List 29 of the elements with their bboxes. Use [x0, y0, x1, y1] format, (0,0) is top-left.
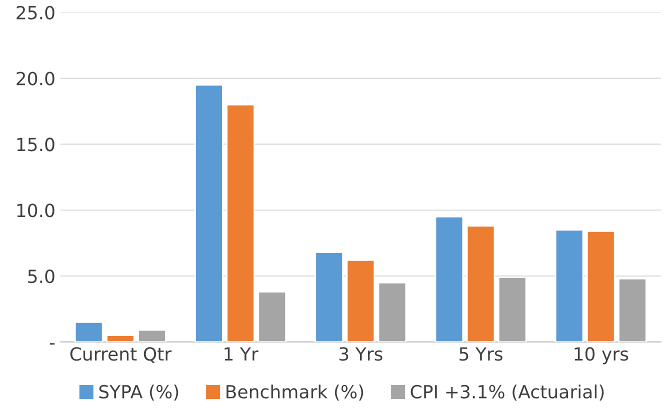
bar	[434, 216, 464, 342]
bar	[138, 329, 166, 342]
bar	[586, 230, 616, 342]
bar	[498, 276, 527, 342]
bar	[226, 104, 255, 342]
bar	[466, 225, 496, 342]
x-tick-label: 10 yrs	[574, 347, 628, 364]
legend-label: CPI +3.1% (Actuarial)	[410, 384, 604, 401]
bar	[618, 278, 647, 342]
y-tick-label: 15.0	[17, 138, 54, 152]
bar	[554, 229, 584, 342]
bar	[314, 252, 344, 342]
bar	[194, 84, 224, 342]
legend-label: Benchmark (%)	[226, 384, 364, 401]
bar	[346, 260, 376, 342]
x-tick-label: Current Qtr	[70, 347, 172, 363]
y-tick-label: 5.0	[28, 270, 54, 284]
bar	[106, 334, 135, 342]
y-tick-label: 25.0	[16, 6, 54, 20]
x-tick-label: 3 Yrs	[340, 347, 382, 361]
y-tick-label: 10.0	[17, 204, 54, 218]
legend-label: SYPA (%)	[99, 384, 178, 401]
x-tick-label: 5 Yrs	[460, 347, 502, 361]
bar	[74, 321, 104, 342]
bar	[258, 291, 287, 342]
y-tick-label: 20.0	[16, 72, 54, 86]
y-tick-label: -	[50, 343, 55, 345]
bar	[378, 282, 407, 342]
x-tick-label: 1 Yr	[224, 347, 258, 361]
